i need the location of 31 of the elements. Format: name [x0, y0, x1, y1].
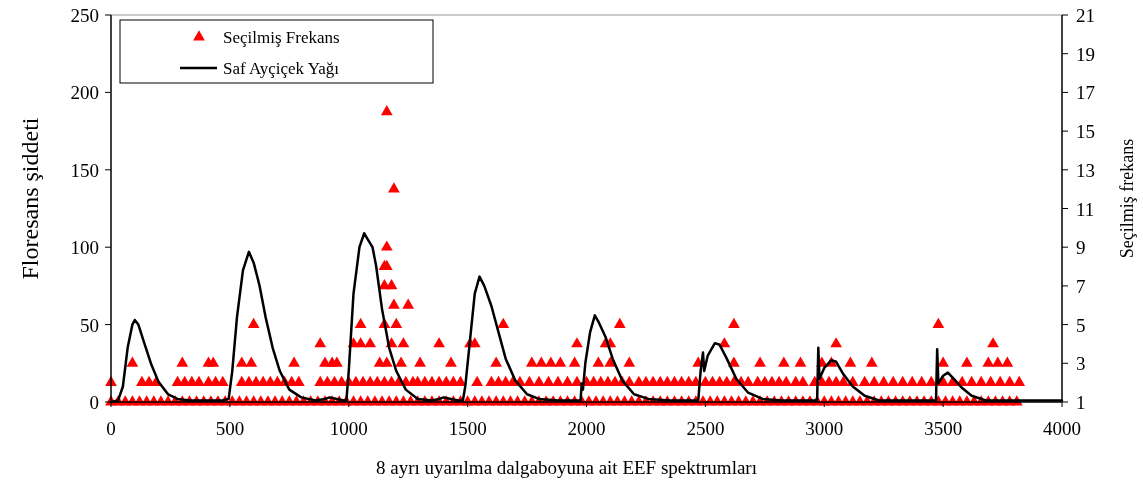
x-tick-label: 0: [106, 418, 116, 439]
y2-axis-title: Seçilmiş frekans: [1117, 138, 1137, 259]
legend-label: Seçilmiş Frekans: [223, 28, 340, 47]
y2-tick-label: 17: [1076, 82, 1095, 104]
y2-tick-label: 11: [1076, 198, 1095, 220]
x-tick-label: 1500: [448, 418, 487, 439]
x-tick-label: 1000: [329, 418, 368, 439]
y2-tick-label: 1: [1076, 392, 1086, 413]
y2-tick-label: 19: [1076, 43, 1095, 65]
y2-tick-label: 13: [1076, 159, 1095, 181]
x-tick-label: 3500: [924, 418, 963, 439]
x-axis-title: 8 ayrı uyarılma dalgaboyuna ait EEF spektrumları: [376, 457, 757, 478]
legend-label: Saf Ayçiçek Yağı: [223, 59, 340, 78]
y2-tick-label: 9: [1076, 237, 1086, 259]
x-tick-label: 2500: [686, 418, 725, 439]
x-tick-label: 4000: [1043, 418, 1081, 439]
y2-tick-label: 15: [1076, 121, 1095, 143]
y-axis-title: Floresans şiddeti: [17, 117, 43, 280]
x-tick-label: 2000: [567, 418, 606, 439]
y-tick-label: 100: [70, 237, 99, 259]
y-tick-label: 0: [89, 392, 99, 413]
y-tick-label: 150: [70, 159, 99, 181]
y2-tick-label: 3: [1076, 353, 1086, 375]
x-tick-label: 3000: [805, 418, 844, 439]
y2-tick-label: 5: [1076, 314, 1086, 336]
y2-tick-label: 21: [1076, 5, 1095, 26]
y2-tick-label: 7: [1076, 275, 1086, 297]
y-tick-label: 50: [80, 314, 99, 336]
x-tick-label: 500: [215, 418, 245, 439]
y-tick-label: 200: [70, 82, 99, 104]
y-tick-label: 250: [70, 5, 99, 26]
